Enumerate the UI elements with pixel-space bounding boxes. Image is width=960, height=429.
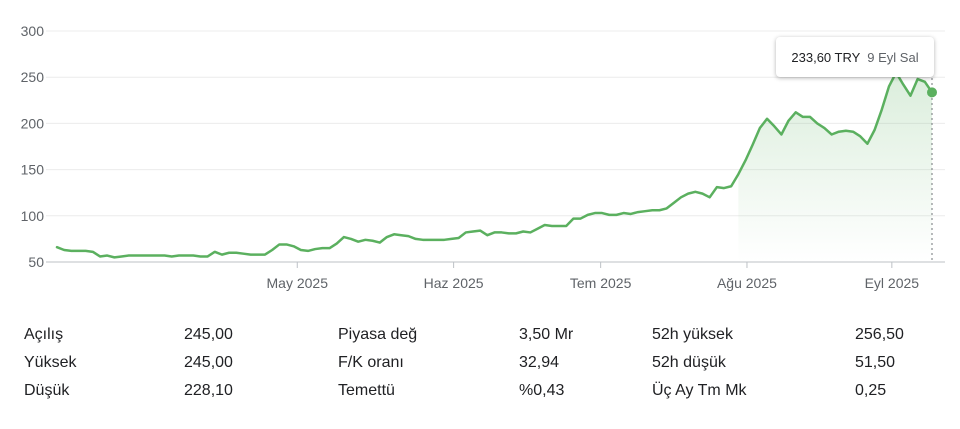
x-tick-label: Haz 2025: [424, 275, 484, 291]
x-tick-label: May 2025: [267, 275, 329, 291]
stat-label-market-cap: Piyasa değ: [338, 326, 418, 343]
stat-value-52w-low: 51,50: [855, 354, 896, 371]
stat-label-dividend: Temettü: [338, 382, 395, 399]
stat-label-3m-avg-volume: Üç Ay Tm Mk: [652, 382, 747, 399]
stat-label-open: Açılış: [24, 326, 64, 343]
stat-value-market-cap: 3,50 Mr: [519, 326, 574, 343]
stat-value-low: 228,10: [184, 382, 233, 399]
stat-value-pe-ratio: 32,94: [519, 354, 560, 371]
y-tick-label: 50: [28, 254, 44, 270]
y-tick-label: 100: [21, 208, 45, 224]
price-tooltip: 233,60 TRY 9 Eyl Sal: [776, 37, 934, 77]
x-axis-ticks: May 2025 Haz 2025 Tem 2025 Ağu 2025 Eyl 2025: [267, 262, 920, 291]
stat-label-high: Yüksek: [24, 354, 77, 371]
tooltip-date: 9 Eyl Sal: [867, 49, 919, 65]
hover-point[interactable]: [927, 87, 937, 98]
y-tick-label: 150: [21, 162, 45, 178]
key-stats: Açılış 245,00 Yüksek 245,00 Düşük 228,10…: [0, 318, 960, 418]
x-tick-label: Eyl 2025: [865, 275, 920, 291]
y-tick-label: 300: [21, 23, 45, 39]
y-tick-label: 250: [21, 69, 45, 85]
y-tick-label: 200: [21, 115, 45, 131]
stat-label-low: Düşük: [24, 382, 70, 399]
price-area: [738, 72, 932, 262]
stat-value-52w-high: 256,50: [855, 326, 904, 343]
stat-label-52w-high: 52h yüksek: [652, 326, 733, 343]
stat-value-3m-avg-volume: 0,25: [855, 382, 887, 399]
stat-label-pe-ratio: F/K oranı: [338, 354, 404, 371]
stat-label-52w-low: 52h düşük: [652, 354, 726, 371]
price-chart[interactable]: 50 100 150 200 250 300 May 2025 Haz 2025 Tem 20…: [0, 0, 960, 300]
tooltip-price: 233,60 TRY: [791, 49, 861, 65]
x-tick-label: Tem 2025: [570, 275, 632, 291]
y-axis-ticks: 50 100 150 200 250 300: [21, 23, 45, 270]
stat-value-high: 245,00: [184, 354, 233, 371]
price-line: [55, 71, 934, 259]
stat-value-dividend: %0,43: [519, 382, 565, 399]
stat-value-open: 245,00: [184, 326, 233, 343]
x-tick-label: Ağu 2025: [717, 275, 777, 291]
